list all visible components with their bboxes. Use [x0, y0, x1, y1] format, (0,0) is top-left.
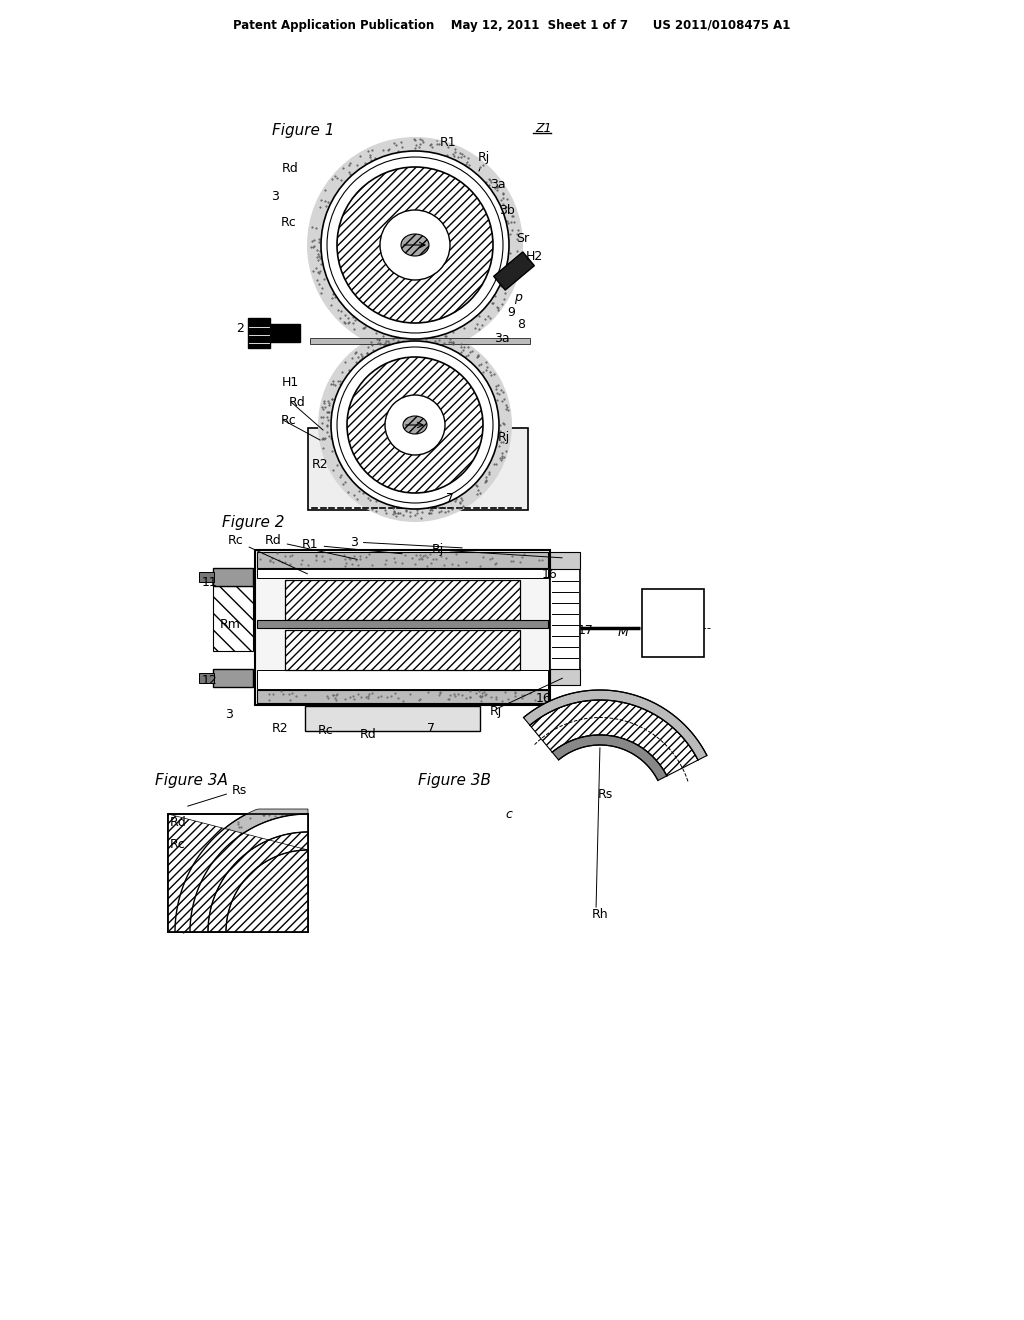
Text: 12: 12 [202, 673, 218, 686]
Text: Rc: Rc [281, 413, 297, 426]
Text: 2: 2 [236, 322, 244, 334]
Text: Z1: Z1 [535, 121, 552, 135]
Bar [199, 673, 214, 682]
Text: 3a: 3a [490, 178, 506, 191]
Bar [285, 579, 520, 620]
Bar [285, 630, 520, 671]
Text: Rd: Rd [265, 535, 357, 560]
Circle shape [327, 157, 503, 333]
Bar [168, 814, 308, 932]
Text: Rc: Rc [228, 535, 307, 574]
Circle shape [337, 347, 493, 503]
Text: 9: 9 [507, 305, 515, 318]
Text: Rj: Rj [432, 544, 562, 558]
Circle shape [337, 168, 493, 323]
Text: Rj: Rj [498, 432, 510, 445]
Text: R2: R2 [312, 458, 329, 470]
Bar [642, 589, 705, 657]
Polygon shape [552, 735, 667, 780]
Text: Rj: Rj [490, 705, 502, 718]
Bar [213, 669, 253, 686]
Bar [550, 568, 580, 685]
Text: 3a: 3a [494, 331, 510, 345]
Text: Rs: Rs [598, 788, 613, 800]
Text: 8: 8 [517, 318, 525, 331]
Bar [257, 671, 548, 689]
Bar [550, 552, 580, 569]
Polygon shape [190, 814, 308, 932]
Text: 11: 11 [202, 576, 218, 589]
Bar [248, 318, 270, 348]
Bar [255, 550, 550, 705]
Polygon shape [175, 809, 308, 932]
Text: 16: 16 [536, 692, 552, 705]
Text: p: p [514, 292, 522, 305]
Bar [257, 620, 548, 628]
Text: Sr: Sr [516, 231, 529, 244]
Text: 17: 17 [578, 623, 594, 636]
Text: Rc: Rc [318, 725, 334, 738]
Text: 3: 3 [225, 709, 232, 722]
Text: c: c [505, 808, 512, 821]
Polygon shape [529, 700, 698, 776]
Bar [494, 252, 535, 290]
Circle shape [347, 356, 483, 492]
Text: 3b: 3b [499, 203, 515, 216]
Bar [168, 814, 308, 932]
Text: Rm: Rm [220, 619, 241, 631]
Bar [550, 669, 580, 685]
Text: Rd: Rd [289, 396, 306, 408]
Text: Patent Application Publication    May 12, 2011  Sheet 1 of 7      US 2011/010847: Patent Application Publication May 12, 2… [233, 18, 791, 32]
Bar [310, 338, 530, 343]
Text: Figure 1: Figure 1 [272, 123, 335, 137]
Text: Figure 3A: Figure 3A [155, 772, 228, 788]
Bar [257, 690, 548, 704]
Text: Rj: Rj [478, 150, 490, 172]
Bar [213, 586, 253, 651]
Text: Rc: Rc [170, 838, 185, 851]
Text: Rd: Rd [170, 816, 186, 829]
Circle shape [331, 341, 499, 510]
Ellipse shape [401, 234, 429, 256]
Bar [213, 568, 253, 586]
Polygon shape [168, 814, 308, 932]
Text: R1: R1 [437, 136, 457, 149]
Circle shape [318, 327, 512, 521]
Bar [257, 552, 548, 568]
Bar [257, 569, 548, 578]
Text: Figure 2: Figure 2 [222, 515, 285, 529]
Text: Rc: Rc [281, 216, 297, 230]
Text: 3: 3 [271, 190, 279, 203]
Text: Rd: Rd [282, 161, 299, 174]
Text: 7: 7 [446, 491, 454, 504]
Text: H1: H1 [282, 375, 299, 388]
Polygon shape [523, 690, 707, 760]
Text: 16: 16 [542, 569, 558, 582]
Bar [199, 572, 214, 582]
Circle shape [321, 150, 509, 339]
Text: M: M [618, 626, 629, 639]
Text: Figure 3B: Figure 3B [418, 772, 490, 788]
Bar [305, 706, 480, 731]
Circle shape [380, 210, 450, 280]
Ellipse shape [403, 416, 427, 434]
Text: Rd: Rd [360, 729, 377, 742]
Text: 3: 3 [350, 536, 462, 549]
Text: H2: H2 [526, 251, 544, 264]
Bar [308, 428, 528, 510]
Text: R1: R1 [302, 539, 402, 553]
Text: R2: R2 [272, 722, 289, 734]
Bar [268, 323, 300, 342]
Text: Rh: Rh [592, 908, 608, 921]
Text: 7: 7 [427, 722, 435, 734]
Circle shape [307, 137, 523, 352]
Text: Rs: Rs [187, 784, 247, 807]
Circle shape [385, 395, 445, 455]
